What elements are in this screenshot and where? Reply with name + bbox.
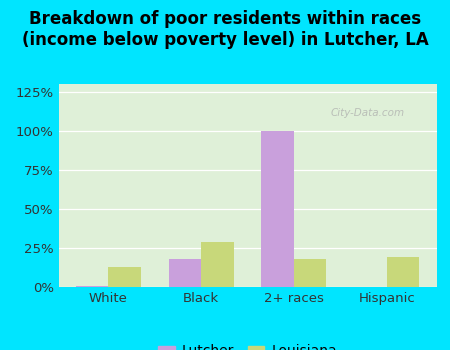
Text: City-Data.com: City-Data.com bbox=[331, 108, 405, 118]
Bar bbox=[201, 242, 234, 287]
Bar bbox=[387, 257, 419, 287]
Bar bbox=[169, 259, 201, 287]
Bar bbox=[261, 131, 294, 287]
Bar bbox=[108, 267, 141, 287]
Bar bbox=[76, 286, 108, 287]
Bar bbox=[294, 259, 326, 287]
Text: Breakdown of poor residents within races
(income below poverty level) in Lutcher: Breakdown of poor residents within races… bbox=[22, 10, 428, 49]
Legend: Lutcher, Louisiana: Lutcher, Louisiana bbox=[154, 338, 341, 350]
